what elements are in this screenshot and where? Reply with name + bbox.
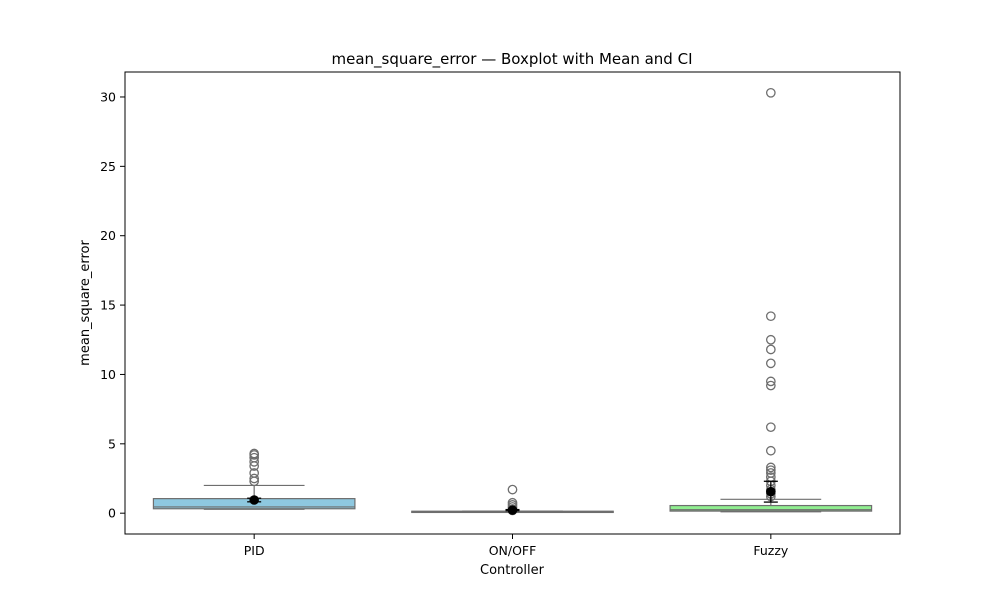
outlier-point — [765, 358, 776, 369]
outlier-point — [765, 468, 776, 478]
y-tick-label: 20 — [100, 228, 116, 243]
x-axis-label: Controller — [480, 563, 545, 578]
outlier-point — [765, 311, 776, 322]
y-tick-label: 15 — [100, 298, 116, 313]
outlier-point — [249, 452, 260, 463]
y-axis-label: mean_square_error — [78, 240, 93, 366]
x-axis: PID ON/OFF Fuzzy — [244, 534, 789, 558]
outlier-point — [249, 473, 260, 484]
mean-point — [507, 505, 518, 515]
iqr-box — [669, 504, 873, 512]
x-tick-label: ON/OFF — [489, 543, 537, 558]
outlier-point — [507, 484, 518, 495]
y-tick-label: 30 — [100, 89, 116, 104]
y-tick-label: 10 — [100, 367, 116, 382]
outlier-point — [765, 376, 776, 387]
outlier-point — [765, 87, 776, 98]
x-tick-label: Fuzzy — [753, 543, 789, 558]
chart-title: mean_square_error — Boxplot with Mean an… — [331, 50, 692, 69]
y-tick-label: 0 — [108, 506, 116, 521]
y-tick-label: 5 — [108, 436, 116, 451]
plot-frame — [124, 71, 901, 535]
box-group-on-off — [411, 484, 614, 516]
outlier-point — [765, 422, 776, 433]
outlier-point — [765, 465, 776, 476]
x-tick-label: PID — [244, 543, 265, 558]
outlier-point — [765, 334, 776, 345]
mean-point — [249, 495, 259, 505]
outlier-point — [765, 462, 776, 473]
y-axis: 0 5 10 15 20 25 30 — [100, 89, 125, 521]
outlier-point — [249, 468, 260, 478]
outlier-point — [765, 380, 776, 391]
outlier-point — [249, 448, 260, 459]
outlier-point — [765, 344, 776, 355]
box-group-fuzzy — [669, 87, 873, 513]
box-group-pid — [152, 448, 356, 510]
y-tick-label: 25 — [100, 159, 116, 174]
outlier-point — [765, 445, 776, 456]
plot-area — [152, 87, 873, 516]
mean-point — [766, 486, 776, 497]
